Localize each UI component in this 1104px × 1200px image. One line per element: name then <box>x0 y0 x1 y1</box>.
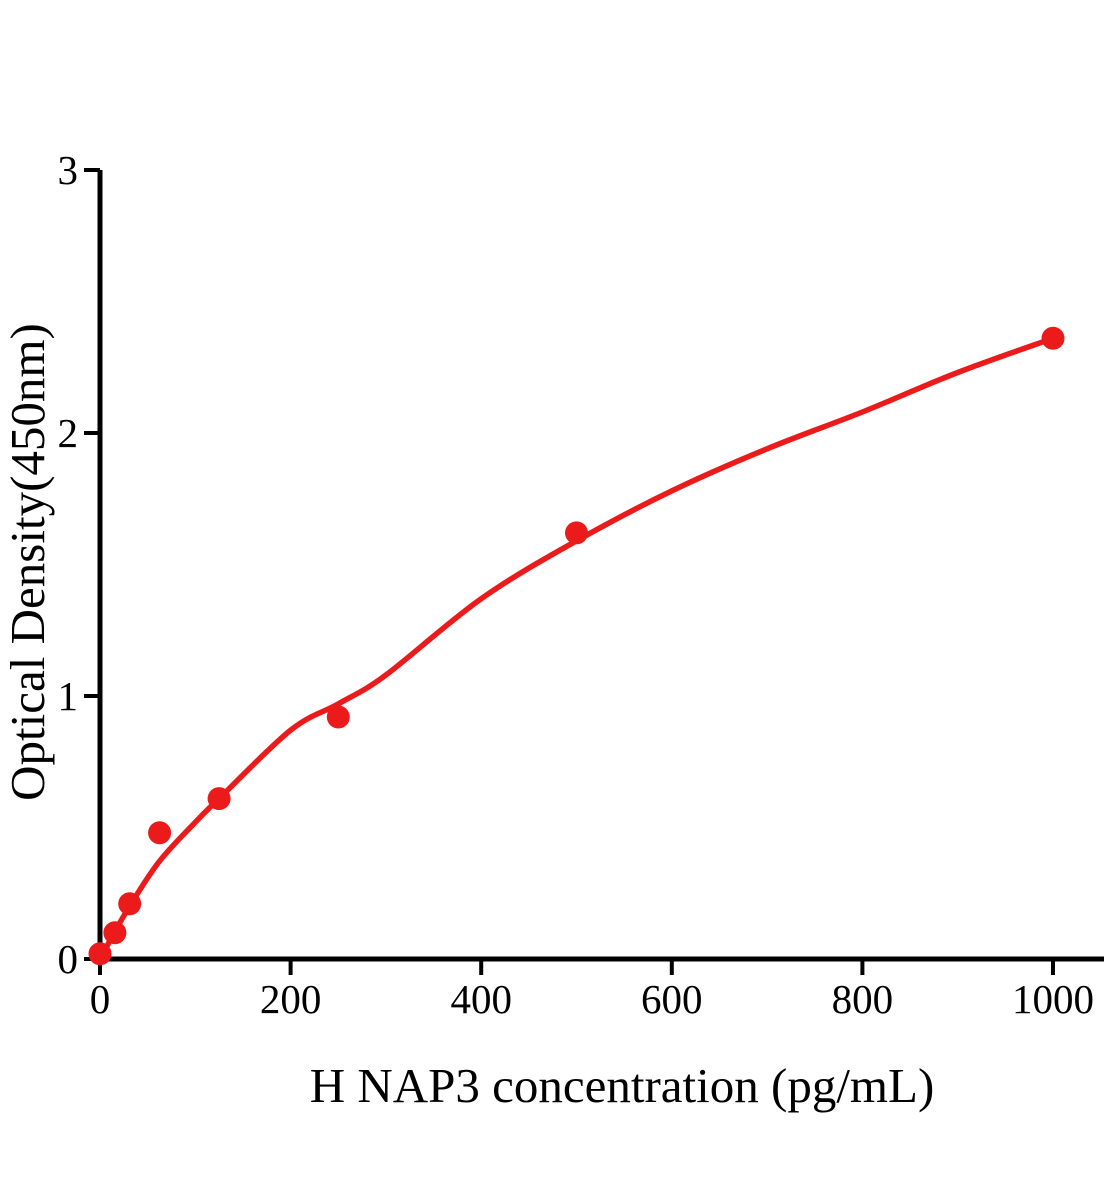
y-axis-title: Optical Density(450nm) <box>0 323 55 801</box>
x-tick-label: 1000 <box>1012 976 1094 1022</box>
data-point <box>1041 326 1065 350</box>
x-axis-title: H NAP3 concentration (pg/mL) <box>310 1058 935 1113</box>
x-tick-label: 0 <box>90 976 111 1022</box>
data-point <box>326 705 350 729</box>
y-tick-label: 3 <box>58 147 79 193</box>
fitted-curve-path <box>97 335 1056 962</box>
x-tick-label: 400 <box>450 976 512 1022</box>
y-axis-tick-labels: 0 1 2 3 <box>58 147 79 982</box>
data-point <box>207 787 231 811</box>
data-point <box>148 821 172 845</box>
x-tick-label: 800 <box>832 976 894 1022</box>
data-points <box>88 326 1065 966</box>
data-point <box>103 921 127 945</box>
x-axis-tick-labels: 0 200 400 600 800 1000 <box>90 976 1094 1022</box>
x-tick-label: 600 <box>641 976 703 1022</box>
data-point <box>118 892 142 916</box>
y-tick-label: 1 <box>58 673 79 719</box>
y-tick-label: 2 <box>58 410 79 456</box>
data-point <box>565 521 588 545</box>
x-tick-label: 200 <box>260 976 322 1022</box>
y-tick-label: 0 <box>58 936 79 982</box>
axes <box>97 170 1104 962</box>
data-point <box>88 942 112 966</box>
fitted-curve <box>97 335 1056 962</box>
